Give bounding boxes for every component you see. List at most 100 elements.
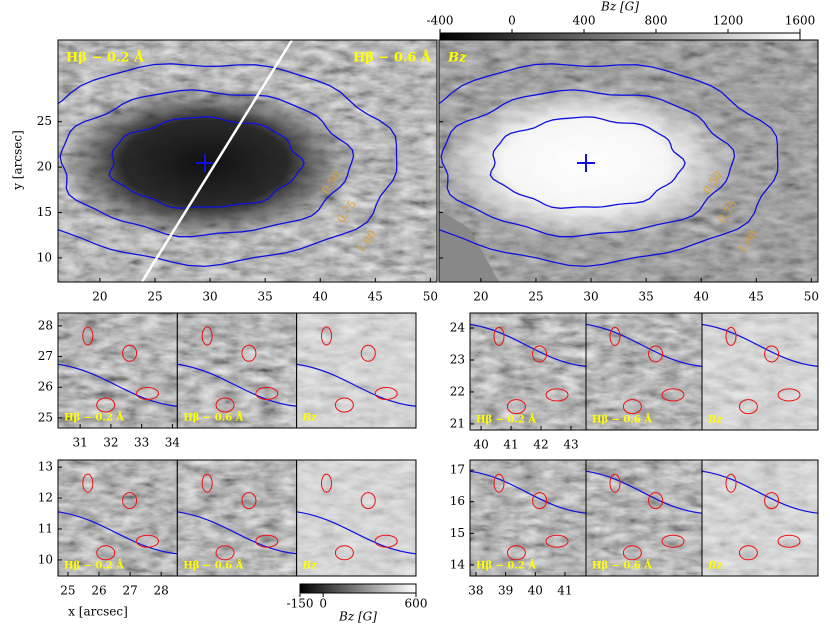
panel-label: Bz [302, 413, 317, 424]
feature-contour [506, 545, 526, 561]
contour [177, 511, 297, 555]
feature-contour [360, 492, 376, 510]
image-group [470, 460, 586, 576]
panel-label: Hβ − 0.6 Å [353, 50, 432, 66]
feature-contour [764, 492, 780, 510]
x-axis-label: x [arcsec] [68, 605, 128, 619]
feature-contour [661, 534, 685, 548]
feature-contour [764, 345, 780, 363]
image-group [296, 313, 416, 428]
x-tick-label: 30 [583, 290, 598, 304]
feature-contour [648, 492, 664, 510]
feature-contour [82, 326, 94, 346]
colorbar-tick-label: 400 [573, 14, 596, 28]
colorbar-tick-label: 1200 [713, 14, 744, 28]
x-tick-label: 27 [122, 584, 137, 598]
panel-label: Hβ − 0.2 Å [66, 50, 145, 66]
feature-contour [96, 397, 116, 413]
x-tick-label: 40 [473, 438, 488, 452]
colorbar-tick-label: -150 [287, 597, 314, 611]
x-tick-label: 50 [804, 290, 819, 304]
panel-label: Hβ − 0.6 Å [183, 412, 243, 424]
feature-contour [255, 387, 279, 400]
colorbar-tick-label: 0 [319, 597, 327, 611]
feature-contour [622, 399, 642, 415]
contour [296, 511, 416, 555]
feature-contour [201, 326, 213, 346]
panel-label: Hβ − 0.2 Å [476, 560, 536, 572]
image-group [58, 313, 178, 428]
panel-label: Hβ − 0.6 Å [183, 560, 243, 572]
x-tick-label: 28 [154, 584, 169, 598]
panel-label: Hβ − 0.2 Å [64, 560, 124, 572]
y-tick-label: 14 [450, 557, 466, 571]
contour [586, 470, 702, 514]
colorbar-label: Bz [G] [600, 0, 639, 14]
x-tick-label: 30 [202, 290, 217, 304]
y-tick-label: 26 [38, 380, 53, 394]
image-group [296, 460, 416, 576]
x-tick-label: 43 [563, 438, 578, 452]
contour [177, 363, 297, 407]
image-group [702, 313, 818, 430]
feature-contour [493, 473, 505, 493]
feature-contour [374, 534, 398, 548]
y-tick-label: 13 [38, 460, 53, 474]
y-tick-label: 23 [450, 352, 465, 366]
y-tick-label: 10 [37, 250, 52, 264]
contour [439, 63, 779, 268]
feature-contour [215, 545, 235, 561]
x-tick-label: 31 [73, 436, 88, 450]
image-texture [702, 313, 818, 430]
feature-contour [241, 492, 257, 510]
split-line [140, 40, 294, 282]
contour [59, 89, 355, 238]
feature-contour [96, 545, 116, 561]
panel-label: Bz [447, 51, 467, 66]
y-tick-label: 15 [37, 205, 52, 219]
colorbar-label: Bz [G] [338, 610, 377, 624]
x-tick-label: 34 [165, 436, 181, 450]
panel-label: Hβ − 0.2 Å [64, 412, 124, 424]
colorbar-tick-label: 600 [405, 597, 428, 611]
feature-contour [622, 545, 642, 561]
y-tick-label: 25 [37, 114, 52, 128]
panel-frame [57, 39, 438, 283]
feature-contour [136, 534, 159, 548]
image-texture [470, 460, 586, 576]
y-tick-label: 16 [450, 494, 465, 508]
x-tick-label: 50 [423, 290, 438, 304]
x-tick-label: 39 [498, 584, 513, 598]
feature-contour [506, 399, 526, 415]
x-tick-label: 38 [468, 584, 483, 598]
image-group: 0.500.751.00 [58, 40, 437, 282]
image-texture [296, 460, 416, 576]
feature-contour [334, 397, 354, 413]
x-tick-label: 35 [638, 290, 653, 304]
x-tick-label: 25 [147, 290, 162, 304]
contour [702, 323, 818, 367]
feature-contour [334, 545, 354, 561]
feature-contour [136, 387, 159, 400]
image-group [702, 460, 818, 576]
y-tick-label: 22 [450, 384, 465, 398]
image-group [58, 460, 178, 576]
x-tick-label: 20 [92, 290, 107, 304]
x-tick-label: 41 [557, 584, 572, 598]
x-tick-label: 25 [528, 290, 543, 304]
masked-region [439, 210, 499, 282]
y-tick-label: 25 [38, 410, 53, 424]
contour [296, 363, 416, 407]
y-tick-label: 12 [38, 491, 53, 505]
y-tick-label: 10 [38, 552, 53, 566]
image-texture [58, 313, 178, 428]
feature-contour [532, 492, 548, 510]
feature-contour [532, 345, 548, 363]
y-tick-label: 21 [450, 416, 465, 430]
contour [58, 63, 398, 268]
x-tick-label: 26 [91, 584, 106, 598]
image-texture [586, 460, 702, 576]
x-tick-label: 33 [134, 436, 149, 450]
feature-contour [122, 344, 138, 362]
